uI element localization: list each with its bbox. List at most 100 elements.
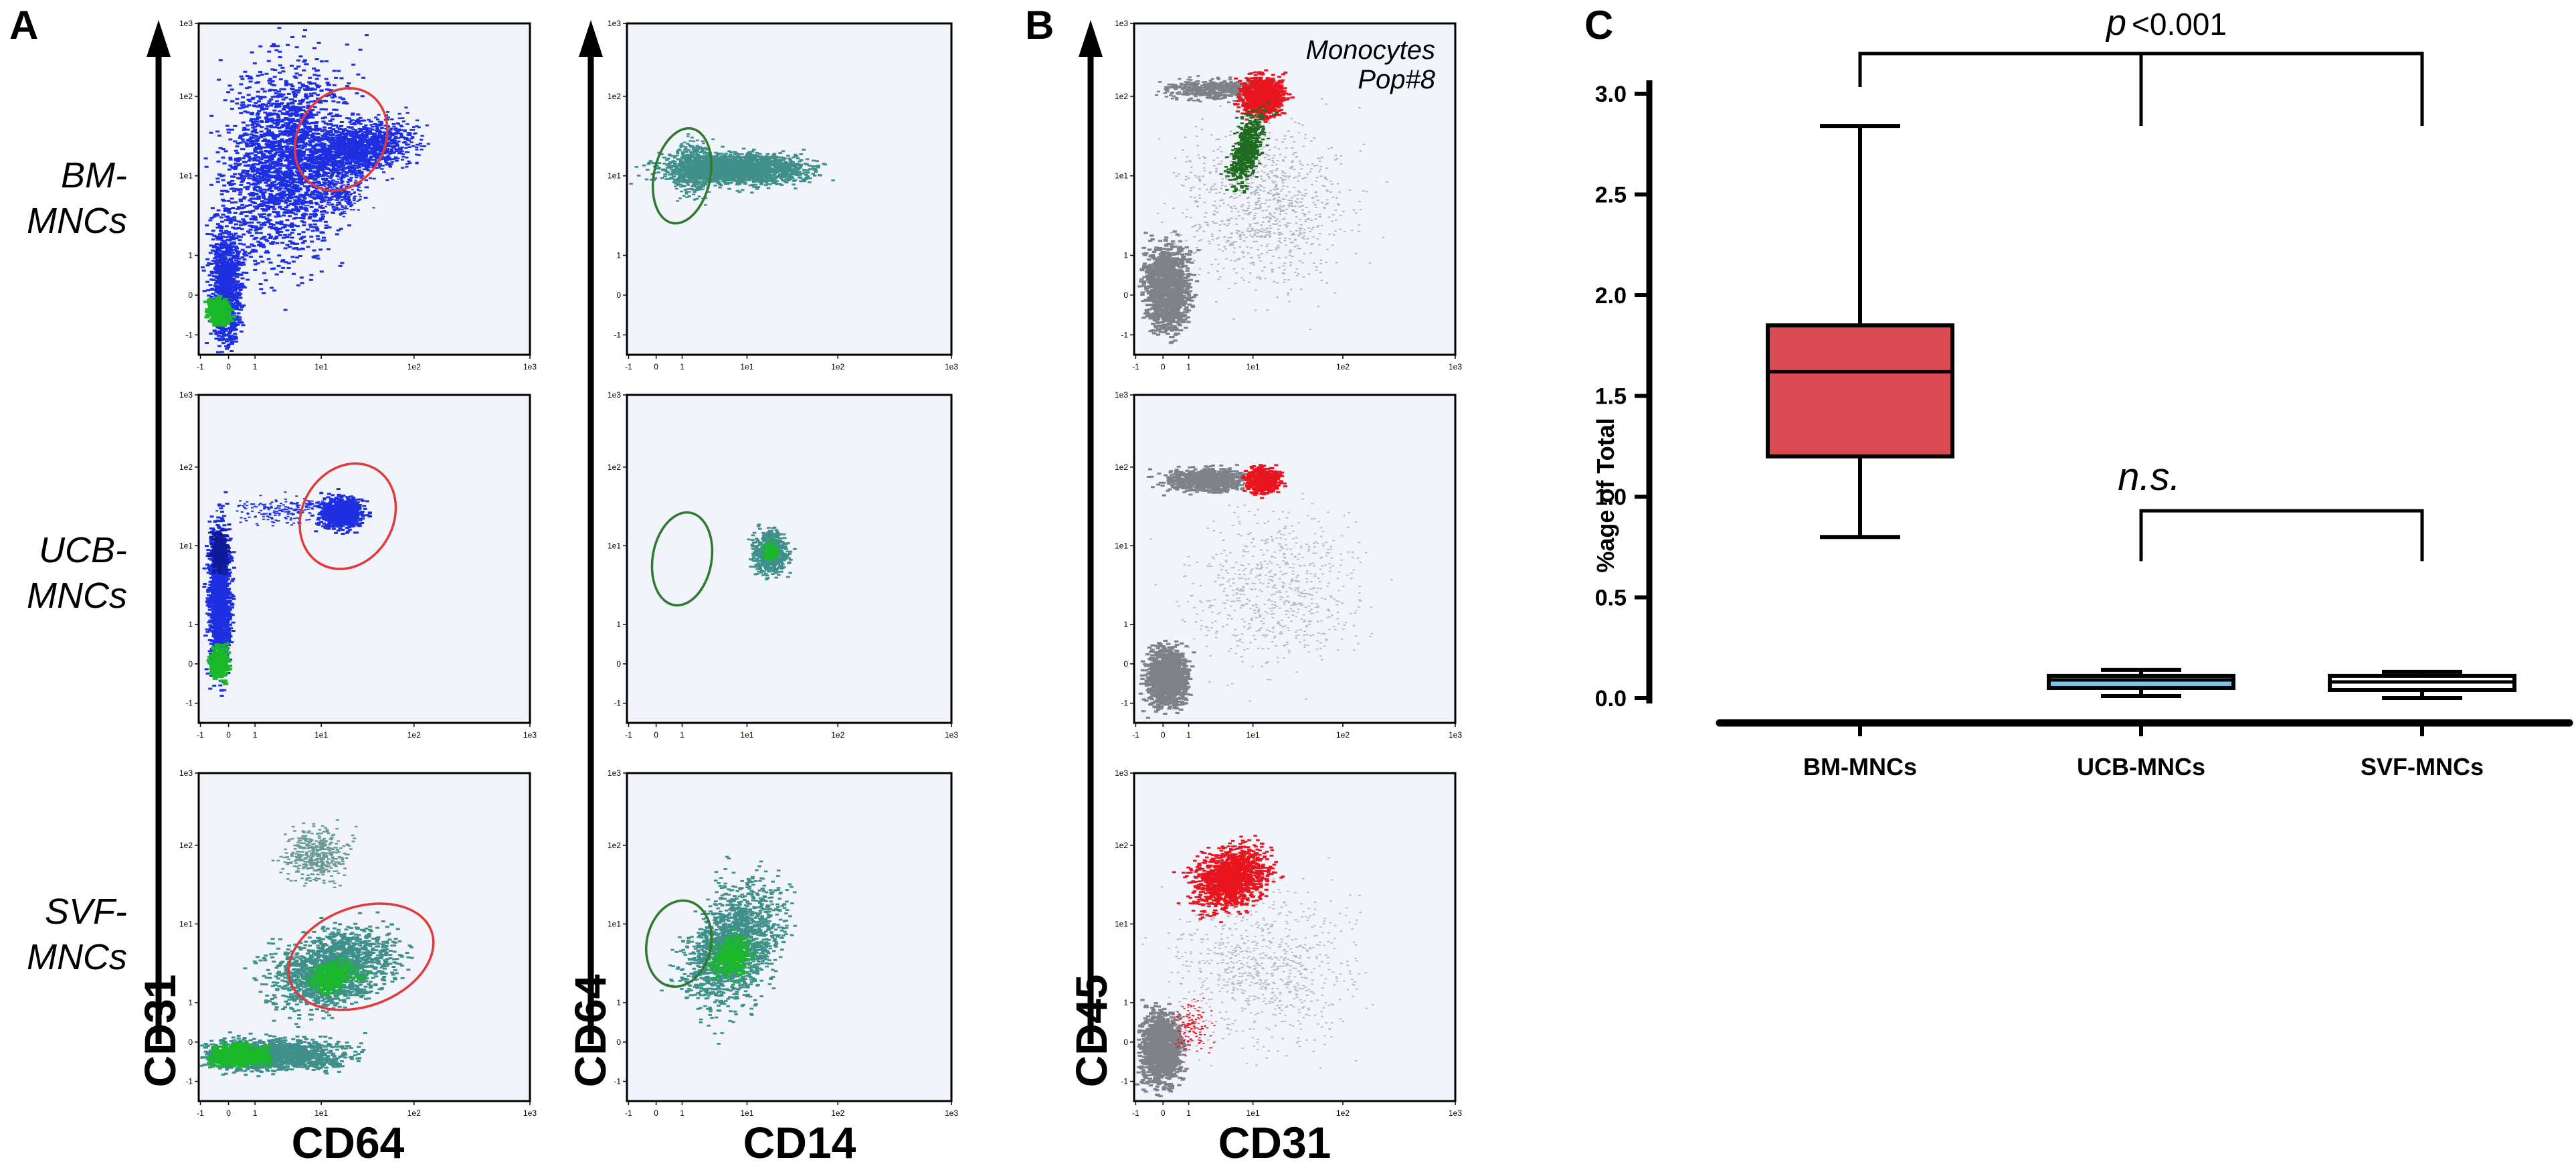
boxes [1766, 124, 2516, 700]
row-label-line2: MNCs [27, 201, 127, 241]
x-tick-label: -1 [625, 362, 632, 371]
plot-frame [1133, 772, 1457, 1102]
x-tick-label: 1e2 [407, 1108, 421, 1118]
x-tick-label: -1 [197, 362, 204, 371]
legend-monocytes: Monocytes [1306, 35, 1435, 65]
x-tick-label: 1 [1186, 1108, 1191, 1118]
y-tick-label: 1 [1123, 998, 1128, 1007]
flow-plot-c3-r3: -1 0 1 1e1 1e2 1e3 1e3 1e2 1e1 1 0 -1 [1115, 768, 1462, 1118]
y-tick-label: 1e1 [179, 171, 193, 181]
col3-x-title: CD31 [1218, 1118, 1331, 1167]
y-tick-label: 1e3 [608, 768, 621, 778]
x-tick-label: 0 [226, 730, 231, 740]
legend-pop8: Pop#8 [1358, 65, 1435, 94]
x-tick-label: 1e1 [1247, 1108, 1260, 1118]
y-tick-label: 1 [616, 251, 621, 260]
y-tick-label: 1 [616, 620, 621, 629]
box-svf-mncs [2328, 669, 2516, 700]
x-tick-label: 1e1 [1247, 730, 1260, 740]
y-tick-label: 1e2 [608, 92, 621, 101]
x-category-label: UCB-MNCs [2077, 753, 2205, 780]
row-label-line2: MNCs [27, 576, 127, 616]
flow-plot-c2-r1: -1 0 1 1e1 1e2 1e3 1e3 1e2 1e1 1 0 -1 [608, 19, 958, 371]
x-tick-label: 1e3 [1449, 1108, 1462, 1118]
y-tick-label: -1 [614, 330, 621, 339]
bracket-ns [2139, 509, 2424, 562]
y-tick-label: -1 [185, 1077, 193, 1086]
significance-brackets [1858, 52, 2424, 562]
gate-ellipse [650, 511, 714, 607]
event-cloud [206, 1040, 274, 1068]
y-tick-label: 1e3 [1115, 390, 1128, 400]
x-tick-label: 1e3 [1449, 362, 1462, 371]
y-tick-label: 0 [616, 659, 621, 669]
x-tick-label: -1 [625, 730, 632, 740]
row-label-line1: BM- [61, 155, 127, 195]
x-tick-label: 1e3 [1449, 730, 1462, 740]
y-tick-label: 1e3 [1115, 19, 1128, 28]
y-tick-label: 1.5 [1595, 384, 1627, 410]
y-tick-label: 1e2 [179, 841, 193, 850]
x-tick-label: 1e1 [314, 1108, 328, 1118]
y-tick-label: 1e2 [179, 463, 193, 472]
sig-main-text: <0.001 [2132, 7, 2227, 41]
event-cloud [1172, 997, 1216, 1063]
sig-main-p: p [2105, 3, 2126, 43]
panel-label-c: C [1584, 3, 1613, 48]
event-cloud [206, 643, 233, 685]
y-tick-label: 0 [616, 290, 621, 300]
y-tick-label: 0 [1123, 1037, 1128, 1047]
x-tick-label: -1 [625, 1108, 632, 1118]
event-cloud [297, 956, 371, 998]
x-tick-label: 1e1 [740, 362, 753, 371]
y-tick-label: 0 [188, 659, 193, 669]
col3-y-title: CD45 [1067, 975, 1116, 1088]
x-tick-label: 1e1 [740, 730, 753, 740]
x-tick-label: 0 [654, 362, 658, 371]
y-tick-label: 0.0 [1595, 686, 1627, 712]
event-cloud [760, 539, 781, 562]
y-tick-label: -1 [614, 699, 621, 708]
boxplot-y-title: %age of Total [1592, 418, 1619, 572]
x-tick-label: -1 [197, 730, 204, 740]
flow-plots: -1 0 1 1e1 1e2 1e3 1e3 1e2 1e1 1 0 -1 -1 0 1 1e1 1e2 1e3 1… [179, 19, 1462, 1118]
col1-x-title: CD64 [292, 1118, 405, 1167]
y-tick-label: 0 [188, 1037, 193, 1047]
y-tick-label: 1e1 [608, 919, 621, 928]
y-tick-label: 1e3 [179, 390, 193, 400]
x-tick-label: -1 [1132, 1108, 1139, 1118]
y-tick-label: 1e3 [608, 390, 621, 400]
event-cloud [203, 295, 237, 327]
x-tick-label: 0 [654, 1108, 658, 1118]
y-tick-label: -1 [1121, 1077, 1128, 1086]
y-tick-label: 1e3 [608, 19, 621, 28]
x-tick-label: 1 [253, 730, 258, 740]
gate-ellipse [294, 86, 389, 192]
y-tick-label: 1e1 [608, 541, 621, 550]
flow-plot-c2-r2: -1 0 1 1e1 1e2 1e3 1e3 1e2 1e1 1 0 -1 [608, 390, 958, 740]
y-tick-label: 1e2 [608, 841, 621, 850]
x-tick-label: 1 [253, 362, 258, 371]
event-cloud [1135, 999, 1191, 1098]
x-tick-label: 1 [680, 1108, 684, 1118]
event-cloud [1172, 835, 1285, 923]
gate-ellipse [644, 899, 713, 988]
plot-frame [197, 394, 531, 724]
col2-y-axis-arrow [579, 20, 603, 1044]
y-tick-label: -1 [1121, 699, 1128, 708]
flow-plot-c3-r2: -1 0 1 1e1 1e2 1e3 1e3 1e2 1e1 1 0 -1 [1115, 390, 1462, 740]
y-tick-label: 2.5 [1595, 183, 1627, 208]
panel-label-a: A [9, 3, 38, 48]
x-tick-label: 1e3 [945, 730, 958, 740]
event-cloud [280, 106, 430, 191]
event-cloud [1149, 488, 1393, 702]
box-iqr [2047, 673, 2235, 690]
x-tick-label: 1 [253, 1108, 258, 1118]
row-label-svf: SVF- MNCs [27, 892, 127, 977]
event-cloud [1139, 857, 1374, 1071]
gate-ellipse [287, 902, 435, 1011]
y-tick-label: -1 [185, 330, 193, 339]
flow-plot-c1-r2: -1 0 1 1e1 1e2 1e3 1e3 1e2 1e1 1 0 -1 [179, 390, 537, 740]
x-tick-label: 1e2 [831, 1108, 844, 1118]
event-cloud [1241, 464, 1287, 499]
